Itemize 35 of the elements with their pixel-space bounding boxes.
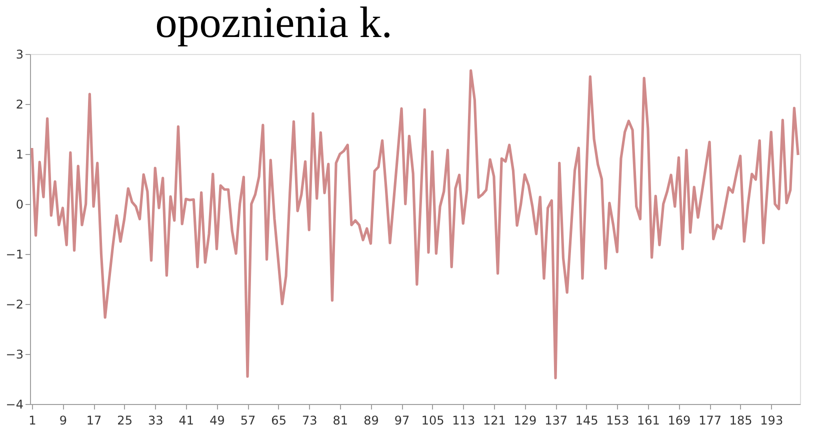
x-tick-label: 49 bbox=[210, 414, 225, 428]
x-tick-label: 113 bbox=[452, 414, 476, 428]
x-tick-label: 105 bbox=[421, 414, 444, 428]
x-tick-label: 177 bbox=[698, 414, 722, 428]
x-tick-label: 81 bbox=[332, 414, 348, 428]
x-tick-label: 1 bbox=[28, 414, 36, 428]
x-tick-label: 185 bbox=[729, 414, 752, 428]
x-tick-label: 57 bbox=[240, 414, 256, 428]
x-tick-label: 121 bbox=[482, 414, 506, 428]
x-tick-label: 145 bbox=[575, 414, 598, 428]
y-tick-label: 2 bbox=[16, 98, 24, 112]
y-tick-label: −3 bbox=[6, 348, 24, 362]
x-tick-label: 169 bbox=[668, 414, 691, 428]
y-tick-label: 1 bbox=[16, 148, 24, 162]
y-tick-label: −4 bbox=[6, 398, 24, 412]
y-tick-label: 3 bbox=[16, 48, 24, 62]
y-tick-label: 0 bbox=[16, 198, 24, 212]
x-tick-label: 193 bbox=[760, 414, 784, 428]
y-tick-label: −2 bbox=[6, 298, 24, 312]
chart-title: opoznienia k. bbox=[155, 0, 392, 47]
x-tick-label: 33 bbox=[148, 414, 164, 428]
line-series bbox=[30, 69, 800, 380]
x-tick-label: 65 bbox=[271, 414, 286, 428]
x-tick-label: 25 bbox=[117, 414, 132, 428]
y-tick-label: −1 bbox=[6, 248, 24, 262]
x-tick-label: 137 bbox=[544, 414, 568, 428]
x-tick-label: 89 bbox=[364, 414, 379, 428]
x-tick-label: 97 bbox=[394, 414, 410, 428]
x-tick-label: 9 bbox=[59, 414, 68, 428]
x-tick-label: 153 bbox=[606, 414, 630, 428]
x-tick-label: 73 bbox=[302, 414, 318, 428]
x-tick-label: 161 bbox=[636, 414, 660, 428]
x-tick-label: 17 bbox=[86, 414, 102, 428]
x-tick-label: 129 bbox=[514, 414, 537, 428]
x-tick-label: 41 bbox=[178, 414, 194, 428]
